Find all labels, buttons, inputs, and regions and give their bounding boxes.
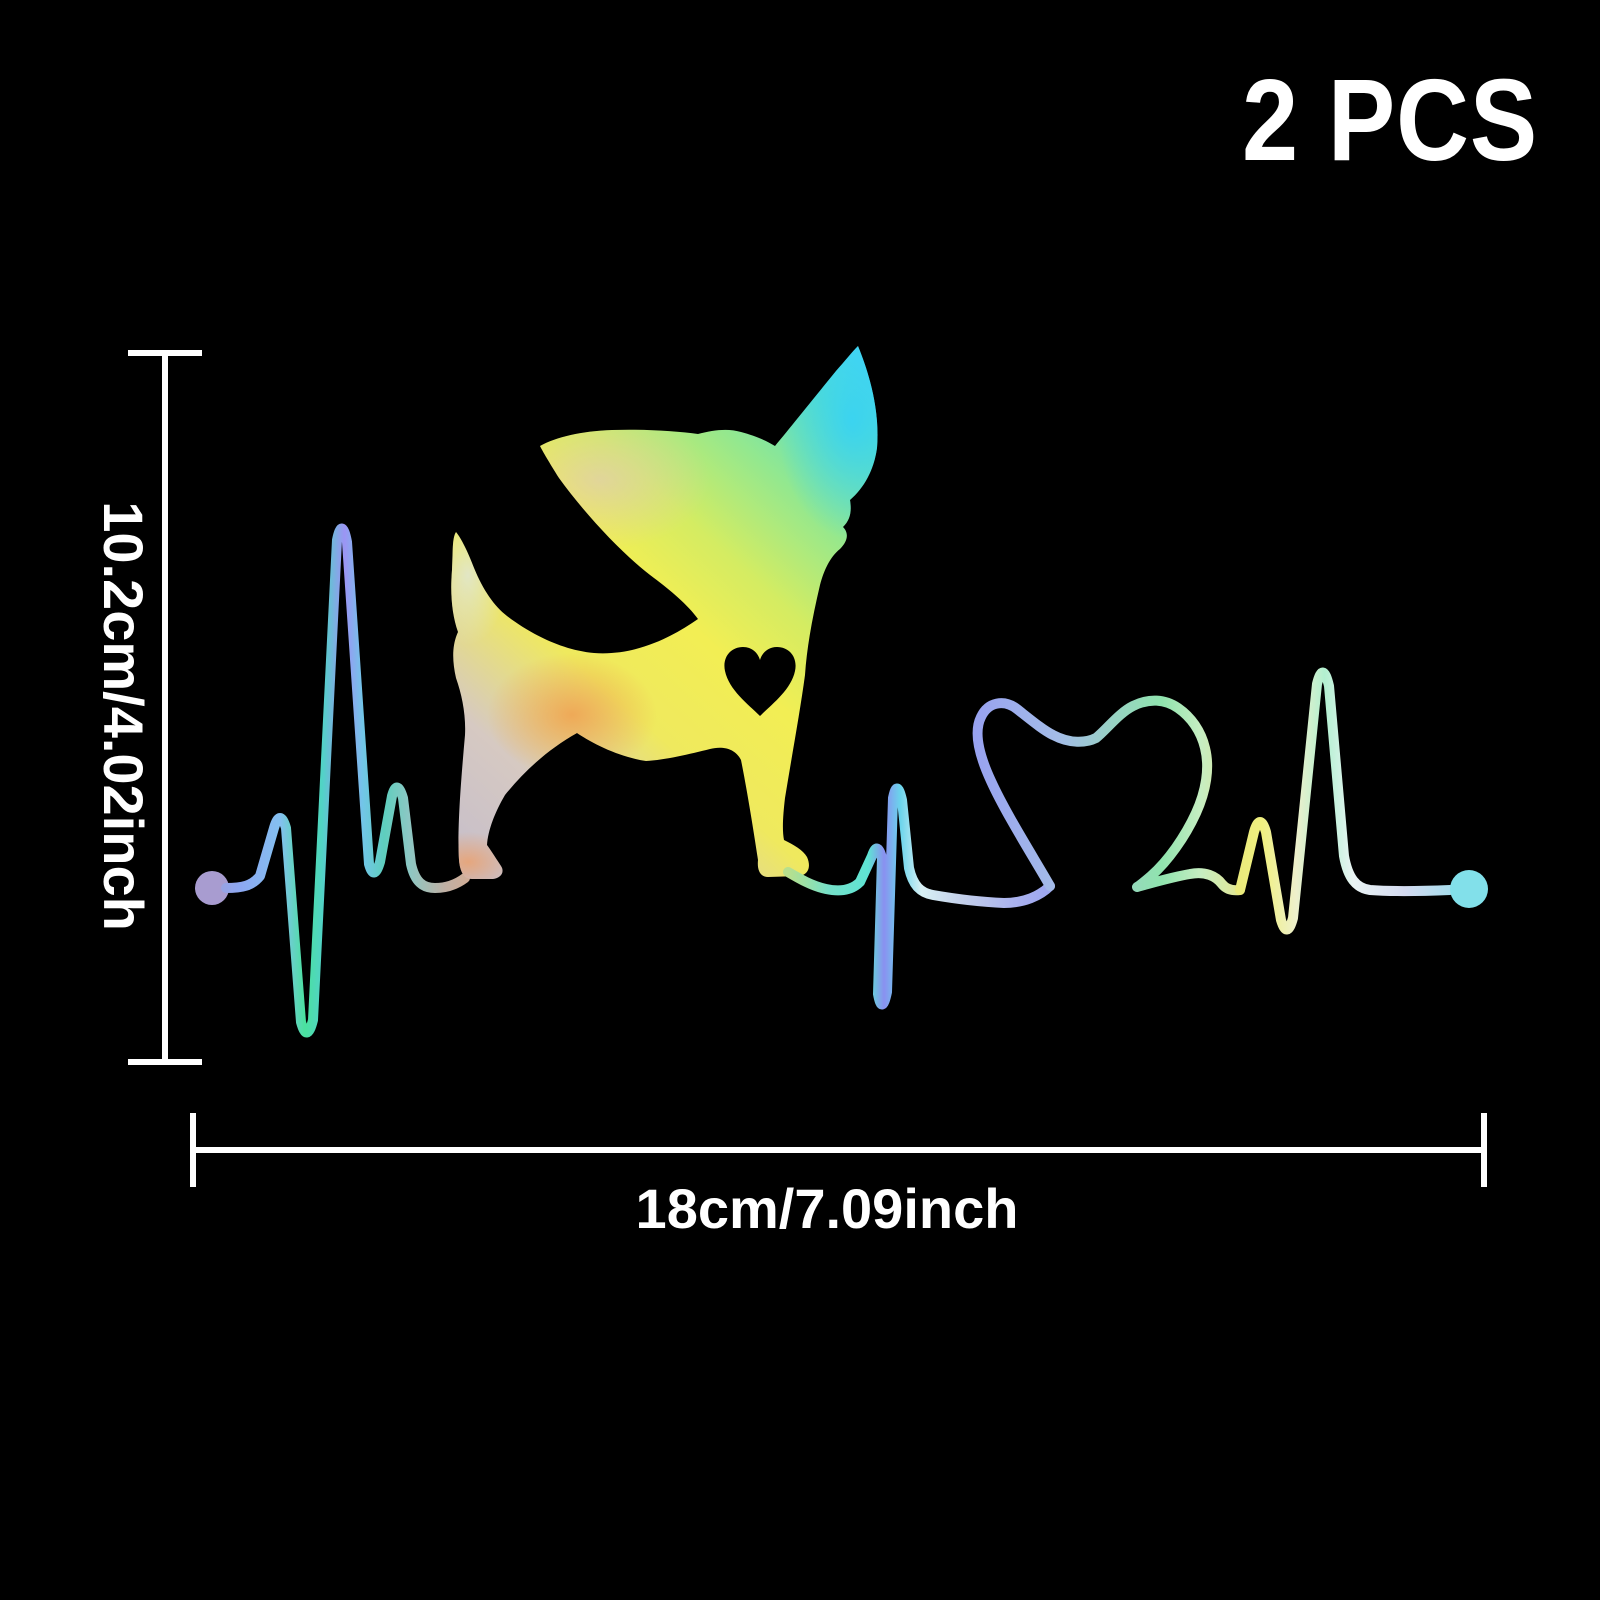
width-dimension-label: 18cm/7.09inch bbox=[636, 1177, 1019, 1240]
heartbeat-line-right bbox=[1235, 667, 1455, 935]
quantity-label: 2 PCS bbox=[1242, 57, 1538, 186]
heart-outline bbox=[972, 695, 1245, 896]
width-dimension: 18cm/7.09inch bbox=[190, 1113, 1487, 1240]
quantity-badge: 2 PCS bbox=[1242, 57, 1538, 186]
height-dimension-label: 10.2cm/4.02inch bbox=[92, 501, 155, 931]
heartbeat-start-dot bbox=[195, 871, 229, 905]
heart-cutout bbox=[724, 647, 796, 716]
heartbeat-line-middle bbox=[783, 783, 1055, 1010]
height-dimension: 10.2cm/4.02inch bbox=[92, 350, 202, 1065]
heartbeat-line-left bbox=[221, 523, 470, 1038]
heartbeat-end-dot bbox=[1450, 870, 1488, 908]
